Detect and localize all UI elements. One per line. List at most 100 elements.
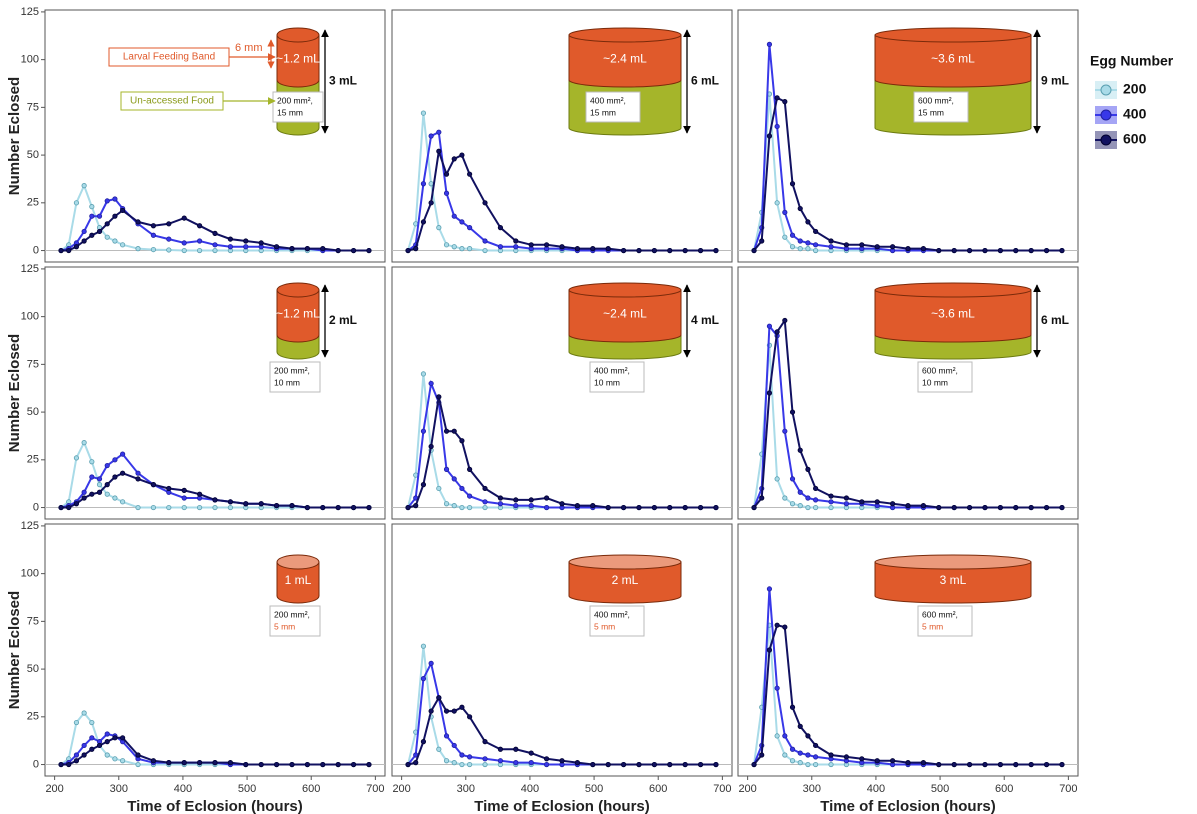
feeding-band <box>874 34 1032 88</box>
point <box>150 504 157 511</box>
depth-label: 10 mm <box>274 377 300 387</box>
point <box>528 497 534 503</box>
point <box>181 760 187 766</box>
point <box>436 129 442 135</box>
total-volume: 6 mL <box>691 74 719 88</box>
point <box>1059 504 1065 511</box>
y-tick-label: 75 <box>27 615 39 627</box>
point <box>73 200 80 206</box>
legend: Egg Number 200 400 600 <box>1090 53 1174 149</box>
x-tick-label: 700 <box>713 783 731 795</box>
point <box>789 746 796 752</box>
point <box>320 761 326 768</box>
point <box>805 219 811 225</box>
feeding-band <box>568 289 682 343</box>
point <box>81 440 87 446</box>
point <box>258 501 264 507</box>
point <box>528 242 534 248</box>
point <box>682 247 688 254</box>
point <box>1028 504 1034 511</box>
total-volume: 3 mL <box>329 74 357 88</box>
panel: 200 300 400 500 600 700 Time of Eclosion (hour… <box>391 523 733 814</box>
label-box <box>917 605 973 637</box>
point <box>443 171 450 177</box>
point <box>420 676 427 682</box>
point <box>905 503 911 509</box>
point <box>289 246 295 252</box>
y-tick-label: 50 <box>27 406 39 418</box>
band-top <box>874 27 1032 43</box>
feeding-band <box>874 289 1032 343</box>
point <box>243 761 249 768</box>
point <box>258 240 264 246</box>
point <box>982 504 988 511</box>
point <box>443 733 450 739</box>
point <box>813 742 819 749</box>
point <box>636 247 642 254</box>
point <box>905 246 911 252</box>
point <box>89 474 95 480</box>
point <box>467 171 473 177</box>
point <box>443 190 450 196</box>
point <box>774 329 780 335</box>
total-volume: 9 mL <box>1041 74 1069 88</box>
point <box>320 246 326 252</box>
point <box>96 228 103 235</box>
point <box>420 219 427 225</box>
point <box>104 731 110 737</box>
point <box>66 761 72 768</box>
point <box>574 503 580 509</box>
point <box>513 497 519 503</box>
point <box>805 733 811 739</box>
point <box>1013 761 1019 768</box>
panel: 0 25 50 75 100 125 200 300 400 500 600 700 Number Ec… <box>6 520 386 814</box>
panel-frame <box>44 523 386 777</box>
point <box>667 247 673 254</box>
point <box>166 221 172 227</box>
y-tick-label: 50 <box>27 149 39 161</box>
band-volume: 3 mL <box>940 573 967 587</box>
point <box>467 493 473 499</box>
y-tick-label: 75 <box>27 101 39 113</box>
point <box>428 200 434 206</box>
point <box>120 451 126 457</box>
point <box>366 247 372 254</box>
area-label: 600 mm², <box>922 609 958 619</box>
point <box>150 232 157 238</box>
point <box>936 761 942 768</box>
point <box>828 238 834 244</box>
label-box <box>269 361 321 393</box>
band-depth-label: 6 mm <box>235 42 263 54</box>
point <box>651 504 657 511</box>
area-label: 200 mm², <box>274 365 310 375</box>
point <box>843 754 850 760</box>
point <box>420 371 427 377</box>
point <box>120 758 126 764</box>
point <box>782 624 788 630</box>
point <box>366 761 372 768</box>
point <box>590 503 596 509</box>
point <box>890 501 896 507</box>
point <box>620 247 627 254</box>
depth-label: 15 mm <box>918 107 944 117</box>
label-box <box>272 91 324 123</box>
point <box>813 247 819 254</box>
point <box>766 586 773 592</box>
point <box>605 246 611 252</box>
point <box>135 470 141 476</box>
point <box>273 244 280 250</box>
point <box>112 474 118 480</box>
point <box>766 133 773 139</box>
point <box>120 735 126 741</box>
band-volume: ~3.6 mL <box>931 307 975 321</box>
point <box>181 215 187 221</box>
point <box>1028 761 1034 768</box>
point <box>697 504 704 511</box>
point <box>951 504 957 511</box>
point <box>73 752 80 758</box>
point <box>789 758 796 764</box>
x-tick-label: 400 <box>521 783 539 795</box>
point <box>497 746 504 752</box>
point <box>667 761 673 768</box>
point <box>997 504 1003 511</box>
